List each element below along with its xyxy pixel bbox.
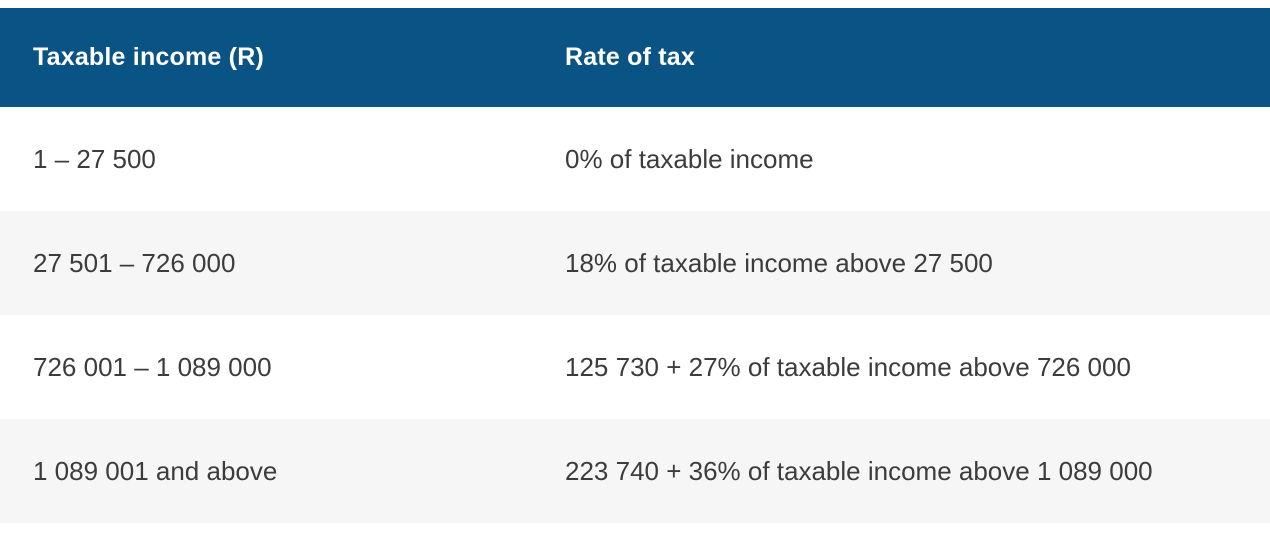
column-header-taxable-income: Taxable income (R)	[33, 43, 264, 71]
table-header-row: Taxable income (R) Rate of tax	[0, 8, 1270, 107]
rate-of-tax-cell: 18% of taxable income above 27 500	[565, 247, 993, 278]
taxable-income-cell: 1 – 27 500	[33, 143, 156, 174]
table-row: 27 501 – 726 000 18% of taxable income a…	[0, 211, 1270, 315]
taxable-income-cell: 1 089 001 and above	[33, 455, 278, 486]
table-row: 1 – 27 500 0% of taxable income	[0, 107, 1270, 211]
rate-of-tax-cell: 0% of taxable income	[565, 143, 814, 174]
column-header-rate-of-tax: Rate of tax	[565, 43, 696, 71]
table-row: 726 001 – 1 089 000 125 730 + 27% of tax…	[0, 315, 1270, 419]
tax-rate-table: Taxable income (R) Rate of tax 1 – 27 50…	[0, 8, 1270, 523]
taxable-income-cell: 726 001 – 1 089 000	[33, 351, 272, 382]
rate-of-tax-cell: 223 740 + 36% of taxable income above 1 …	[565, 455, 1153, 486]
rate-of-tax-cell: 125 730 + 27% of taxable income above 72…	[565, 351, 1131, 382]
taxable-income-cell: 27 501 – 726 000	[33, 247, 236, 278]
table-row: 1 089 001 and above 223 740 + 36% of tax…	[0, 419, 1270, 523]
